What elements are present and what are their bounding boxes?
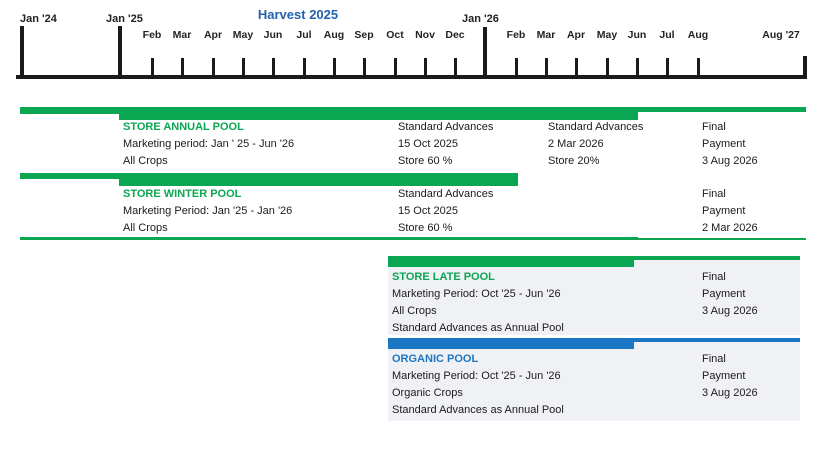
store-winter-pool-bottom-line	[20, 237, 638, 240]
month-label: Jun	[263, 29, 283, 41]
organic-pool-text-line: Marketing Period: Oct '25 - Jun '26	[392, 370, 561, 382]
major-tick	[20, 26, 24, 79]
organic-pool-text-line: Final	[702, 353, 726, 365]
store-late-pool-text-line: Final	[702, 271, 726, 283]
month-tick	[394, 58, 397, 79]
month-tick	[181, 58, 184, 79]
month-tick	[424, 58, 427, 79]
store-annual-pool-text-line: Standard Advances	[548, 121, 644, 133]
store-winter-pool-text-line: Marketing Period: Jan '25 - Jan '26	[123, 205, 293, 217]
month-label: Apr	[566, 29, 586, 41]
month-tick	[151, 58, 154, 79]
store-annual-pool-text-line: 15 Oct 2025	[398, 138, 458, 150]
month-tick	[636, 58, 639, 79]
store-annual-pool-bar	[119, 107, 638, 120]
month-label: Jul	[296, 29, 312, 41]
store-annual-pool-text-line: Standard Advances	[398, 121, 494, 133]
store-late-pool-bar	[388, 256, 634, 267]
store-late-pool-text-line: Payment	[702, 288, 746, 300]
store-late-pool-text-line: Standard Advances as Annual Pool	[392, 322, 564, 334]
major-tick-label: Jan '25	[106, 13, 143, 25]
month-label: Dec	[445, 29, 465, 41]
organic-pool-text-line: Payment	[702, 370, 746, 382]
month-tick	[272, 58, 275, 79]
store-annual-pool-bar	[20, 107, 119, 114]
store-annual-pool-text-line: All Crops	[123, 155, 168, 167]
month-tick	[242, 58, 245, 79]
store-annual-pool-text-line: 3 Aug 2026	[702, 155, 758, 167]
month-label: Aug	[687, 29, 709, 41]
store-winter-pool-text-line: 15 Oct 2025	[398, 205, 458, 217]
month-label: Mar	[172, 29, 192, 41]
store-winter-pool-text-line: Final	[702, 188, 726, 200]
major-tick-label: Jan '24	[20, 13, 57, 25]
month-tick	[666, 58, 669, 79]
organic-pool-bar	[388, 338, 634, 349]
store-annual-pool-text-line: Store 60 %	[398, 155, 453, 167]
store-late-pool-text-line: Marketing Period: Oct '25 - Jun '26	[392, 288, 561, 300]
end-tick-label: Aug '27	[762, 29, 800, 41]
store-late-pool-text-line: 3 Aug 2026	[702, 305, 758, 317]
major-tick	[118, 26, 122, 79]
organic-pool-text-line: Standard Advances as Annual Pool	[392, 404, 564, 416]
month-label: Mar	[536, 29, 556, 41]
end-tick	[803, 56, 807, 79]
month-tick	[515, 58, 518, 79]
store-annual-pool-text-line: Payment	[702, 138, 746, 150]
store-winter-pool-text-line: Payment	[702, 205, 746, 217]
organic-pool-text-line: 3 Aug 2026	[702, 387, 758, 399]
month-label: Aug	[323, 29, 345, 41]
month-tick	[303, 58, 306, 79]
month-label: Jul	[659, 29, 675, 41]
store-late-pool-panel	[388, 256, 800, 335]
month-tick	[454, 58, 457, 79]
store-winter-pool-bar	[119, 173, 518, 186]
store-annual-pool-text-line: 2 Mar 2026	[548, 138, 604, 150]
axis-baseline	[16, 75, 807, 79]
store-winter-pool-bottom-line	[638, 238, 806, 240]
month-label: Feb	[142, 29, 162, 41]
month-tick	[575, 58, 578, 79]
month-label: Jun	[627, 29, 647, 41]
organic-pool-text-line: Organic Crops	[392, 387, 463, 399]
store-annual-pool-text-line: Marketing period: Jan ' 25 - Jun '26	[123, 138, 295, 150]
month-tick	[545, 58, 548, 79]
store-annual-pool-bar	[638, 107, 806, 112]
month-tick	[697, 58, 700, 79]
month-tick	[333, 58, 336, 79]
store-late-pool-bar	[634, 256, 800, 260]
month-label: Apr	[203, 29, 223, 41]
store-late-pool-title: STORE LATE POOL	[392, 271, 495, 283]
major-tick	[483, 27, 487, 79]
store-annual-pool-text-line: Final	[702, 121, 726, 133]
store-winter-pool-text-line: 2 Mar 2026	[702, 222, 758, 234]
chart-title: Harvest 2025	[257, 7, 339, 22]
organic-pool-title: ORGANIC POOL	[392, 353, 479, 365]
month-label: Feb	[506, 29, 526, 41]
store-late-pool-text-line: All Crops	[392, 305, 437, 317]
month-tick	[606, 58, 609, 79]
store-annual-pool-text-line: Store 20%	[548, 155, 600, 167]
major-tick-label: Jan '26	[462, 13, 499, 25]
store-winter-pool-bar	[20, 173, 119, 179]
month-label: May	[596, 29, 618, 41]
month-label: May	[232, 29, 254, 41]
month-tick	[363, 58, 366, 79]
month-tick	[212, 58, 215, 79]
store-winter-pool-text-line: Standard Advances	[398, 188, 494, 200]
store-winter-pool-text-line: All Crops	[123, 222, 168, 234]
organic-pool-bar	[634, 338, 800, 342]
month-label: Nov	[415, 29, 435, 41]
month-label: Oct	[386, 29, 404, 41]
month-label: Sep	[354, 29, 374, 41]
store-winter-pool-title: STORE WINTER POOL	[123, 188, 242, 200]
store-winter-pool-text-line: Store 60 %	[398, 222, 453, 234]
organic-pool-panel	[388, 338, 800, 421]
store-annual-pool-title: STORE ANNUAL POOL	[123, 121, 244, 133]
